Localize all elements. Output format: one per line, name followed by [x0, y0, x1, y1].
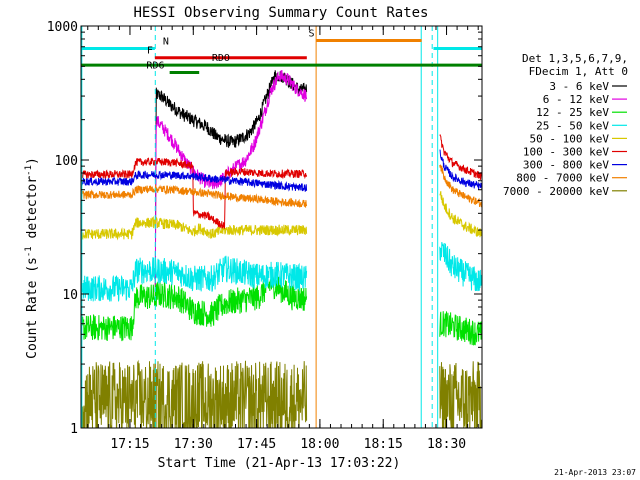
series-100-300keV: [81, 133, 482, 229]
series-line: [81, 157, 308, 229]
series-6-12keV: [154, 69, 308, 300]
series-line: [439, 133, 482, 180]
series-line: [81, 273, 308, 342]
series-line: [81, 215, 308, 241]
y-axis-label-part-1: Count Rate (s: [25, 257, 40, 359]
x-tick-label: 17:15: [110, 437, 149, 452]
series-300-800keV: [81, 149, 482, 192]
series-25-50keV: [81, 242, 482, 302]
series-line: [439, 149, 482, 191]
series-line: [154, 69, 308, 300]
series-7000-20000keV: [81, 359, 482, 428]
legend-label: 100 - 300 keV: [523, 146, 609, 159]
y-axis-label-sup-1: -1: [24, 246, 34, 257]
series-line: [81, 359, 308, 428]
series-line: [439, 242, 482, 292]
series-12-25keV: [81, 273, 482, 346]
x-tick-label: 17:45: [237, 437, 276, 452]
series-line: [81, 255, 308, 302]
x-tick-label: 18:00: [300, 437, 339, 452]
flag-label: S: [309, 28, 315, 39]
series-line: [81, 170, 308, 192]
flag-label: RDO: [212, 53, 230, 64]
x-axis-label: Start Time (21-Apr-13 17:03:22): [158, 456, 401, 471]
plot-area: NF S RDO RD6: [81, 26, 482, 428]
legend-header: FDecim 1, Att 0: [529, 65, 628, 78]
series-50-100keV: [81, 191, 482, 241]
series-line: [439, 191, 482, 238]
series-layer: [81, 69, 482, 428]
series-line: [439, 311, 482, 346]
x-tick-label: 18:30: [427, 437, 466, 452]
flag-layer: NF S RDO RD6: [81, 28, 482, 74]
series-line: [439, 164, 482, 208]
chart-title: HESSI Observing Summary Count Rates: [133, 5, 428, 21]
timestamp: 21-Apr-2013 23:07: [554, 468, 636, 477]
series-line: [439, 361, 482, 428]
legend-label: 7000 - 20000 keV: [503, 185, 609, 198]
legend-label: 6 - 12 keV: [543, 93, 610, 106]
y-axis-label-part-2: detector: [25, 176, 40, 247]
y-axis-label-part-3: ): [25, 157, 40, 165]
x-axis: 17:15 17:30 17:45 18:00 18:15 18:30: [87, 26, 479, 452]
marker-layer: [81, 26, 439, 428]
flag-label: N: [163, 36, 169, 47]
series-line: [81, 184, 308, 208]
legend-label: 3 - 6 keV: [549, 80, 609, 93]
y-axis-label-sup-2: -1: [24, 165, 34, 176]
legend-label: 50 - 100 keV: [530, 132, 610, 145]
series-800-7000keV: [81, 164, 482, 208]
y-tick-label: 100: [55, 154, 78, 169]
y-axis: 1 10 100 1000: [47, 20, 482, 437]
x-tick-label: 17:30: [174, 437, 213, 452]
y-tick-label: 1: [70, 422, 78, 437]
legend-label: 25 - 50 keV: [536, 119, 609, 132]
y-axis-label: Count Rate (s-1 detector-1): [24, 157, 40, 359]
plot-frame: [80, 25, 483, 429]
y-tick-label: 1000: [47, 20, 78, 35]
legend: Det 1,3,5,6,7,9,FDecim 1, Att 0 3 - 6 keV…: [503, 52, 628, 198]
x-tick-label: 18:15: [364, 437, 403, 452]
legend-label: 12 - 25 keV: [536, 106, 609, 119]
y-tick-label: 10: [62, 288, 78, 303]
flag-label: F: [147, 46, 153, 57]
flag-label: RD6: [146, 60, 164, 71]
legend-label: 800 - 7000 keV: [516, 172, 609, 185]
legend-label: 300 - 800 keV: [523, 159, 609, 172]
legend-header: Det 1,3,5,6,7,9,: [522, 52, 628, 65]
